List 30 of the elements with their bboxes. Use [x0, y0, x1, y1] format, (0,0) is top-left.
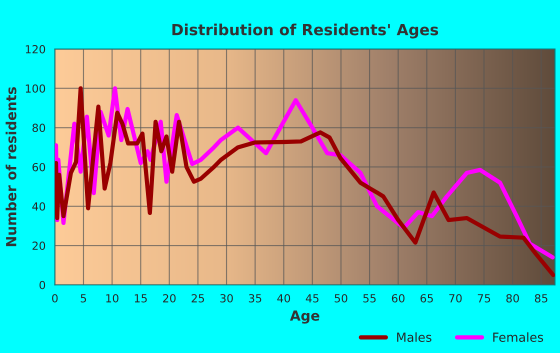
- x-tick-label: 40: [277, 294, 290, 302]
- y-tick-label: 120: [26, 45, 46, 54]
- y-tick-label: 100: [26, 84, 46, 93]
- x-tick-label: 45: [306, 294, 318, 302]
- x-tick-label: 0: [52, 294, 58, 302]
- x-tick-label: 80: [506, 294, 519, 302]
- x-tick-label: 5: [80, 294, 86, 302]
- y-tick-label: 80: [32, 124, 46, 132]
- legend-label: Males: [397, 332, 432, 342]
- y-tick-label: 20: [32, 242, 46, 250]
- x-tick-label: 60: [392, 294, 405, 302]
- x-axis-title: Age: [290, 310, 320, 324]
- y-axis-title: Number of residents: [6, 87, 16, 246]
- y-tick-label: 60: [32, 162, 46, 172]
- x-tick-label: 30: [220, 294, 233, 302]
- chart-title: Distribution of Residents' Ages: [172, 24, 438, 38]
- x-tick-label: 70: [449, 294, 462, 302]
- x-tick-label: 15: [134, 294, 147, 302]
- x-tick-label: 10: [106, 294, 118, 302]
- x-tick-label: 65: [420, 294, 433, 302]
- x-tick-label: 55: [363, 294, 376, 302]
- legend-label: Females: [493, 332, 544, 342]
- x-tick-label: 50: [334, 294, 348, 302]
- x-tick-label: 20: [163, 294, 176, 302]
- x-tick-label: 85: [534, 294, 548, 302]
- y-tick-label: 0: [40, 280, 46, 290]
- x-tick-label: 75: [478, 294, 490, 302]
- x-tick-label: 25: [192, 294, 204, 302]
- x-tick-label: 35: [248, 294, 262, 302]
- y-tick-label: 40: [32, 202, 46, 211]
